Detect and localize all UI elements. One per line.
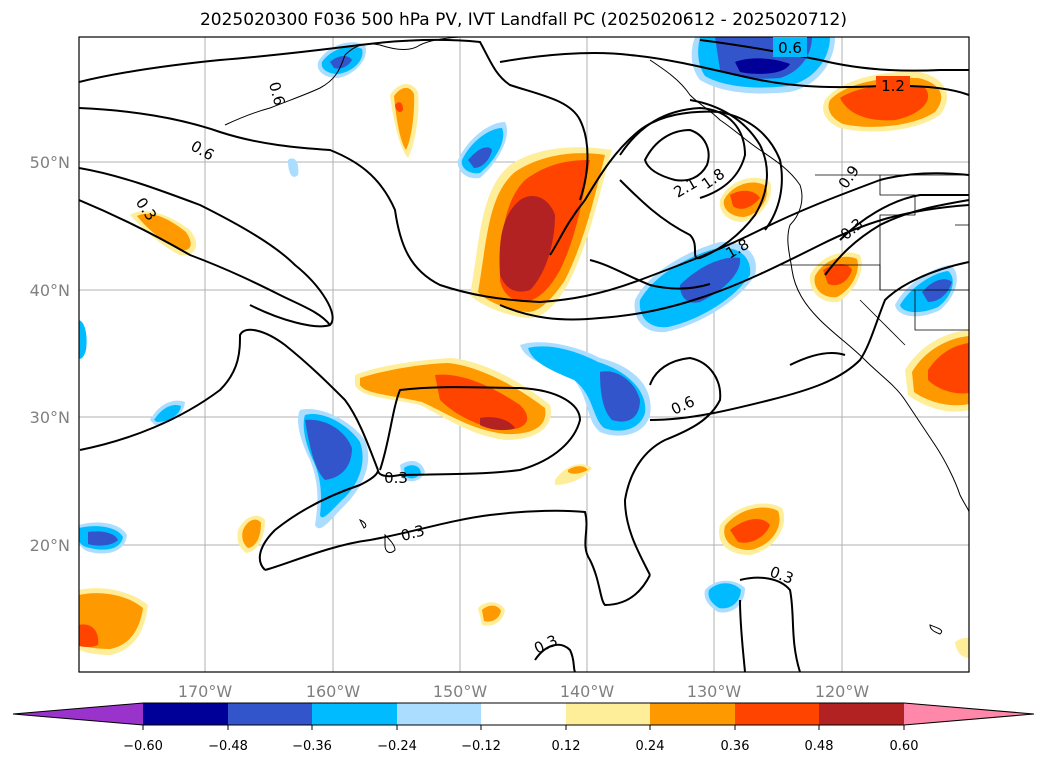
longitude-ticks: 170°W 160°W 150°W 140°W 130°W 120°W <box>178 682 870 701</box>
colorbar-label: 0.60 <box>890 739 919 754</box>
contour-lines <box>79 38 969 672</box>
pv-positive-east-edge <box>905 330 969 412</box>
pv-small-features <box>79 42 969 658</box>
contour-label: 1.2 <box>881 77 905 95</box>
lon-tick-label: 140°W <box>560 682 615 701</box>
pv-positive-central-trough <box>470 147 612 318</box>
colorbar-segment <box>650 703 735 725</box>
colorbar-segment <box>228 703 312 725</box>
map-plot <box>78 36 970 673</box>
colorbar-segment <box>397 703 481 725</box>
colorbar-tick-marks <box>142 725 905 730</box>
contour-label: 0.3 <box>399 521 427 545</box>
colorbar-segment <box>312 703 397 725</box>
map-title: 2025020300 F036 500 hPa PV, IVT Landfall… <box>199 10 847 30</box>
colorbar-label: 0.12 <box>552 739 581 754</box>
pv-negative-westcentral <box>298 409 369 529</box>
colorbar-label: 0.48 <box>805 739 834 754</box>
lon-tick-label: 130°W <box>687 682 742 701</box>
colorbar-segment <box>819 703 904 725</box>
lon-tick-label: 150°W <box>433 682 488 701</box>
lon-tick-label: 160°W <box>306 682 361 701</box>
colorbar-label: −0.60 <box>123 739 163 754</box>
colorbar-label: −0.12 <box>461 739 501 754</box>
plot-frame <box>78 36 970 673</box>
colorbar-overflow-arrow <box>904 703 1034 725</box>
lat-tick-label: 30°N <box>30 408 70 427</box>
colorbar-label: 0.24 <box>636 739 665 754</box>
lon-tick-label: 120°W <box>815 682 870 701</box>
colorbar-segment <box>143 703 228 725</box>
lat-tick-label: 20°N <box>30 536 70 555</box>
coastlines <box>224 37 969 635</box>
colorbar-label: 0.36 <box>721 739 750 754</box>
colorbar-label: −0.36 <box>292 739 332 754</box>
contour-label: 0.6 <box>265 80 289 108</box>
lon-tick-label: 170°W <box>178 682 233 701</box>
state-borders <box>780 174 969 346</box>
colorbar-segment <box>735 703 819 725</box>
lat-tick-label: 40°N <box>30 281 70 300</box>
pv-anomaly-fills <box>79 37 969 658</box>
latitude-ticks: 50°N 40°N 30°N 20°N <box>30 153 70 555</box>
pv-positive-subtropical <box>355 358 551 440</box>
contour-label: 0.6 <box>778 39 802 57</box>
colorbar-segment <box>566 703 650 725</box>
pv-negative-subtropical-east <box>520 342 651 436</box>
colorbar-segment <box>481 703 566 725</box>
colorbar-underflow-arrow <box>13 703 143 725</box>
colorbar-label: −0.48 <box>208 739 248 754</box>
colorbar-label: −0.24 <box>377 739 417 754</box>
plot-background <box>79 37 969 672</box>
lat-tick-label: 50°N <box>30 153 70 172</box>
colorbar: −0.60 −0.48 −0.36 −0.24 −0.12 0.12 0.24 … <box>12 702 1035 754</box>
contour-label: 0.3 <box>384 469 408 487</box>
